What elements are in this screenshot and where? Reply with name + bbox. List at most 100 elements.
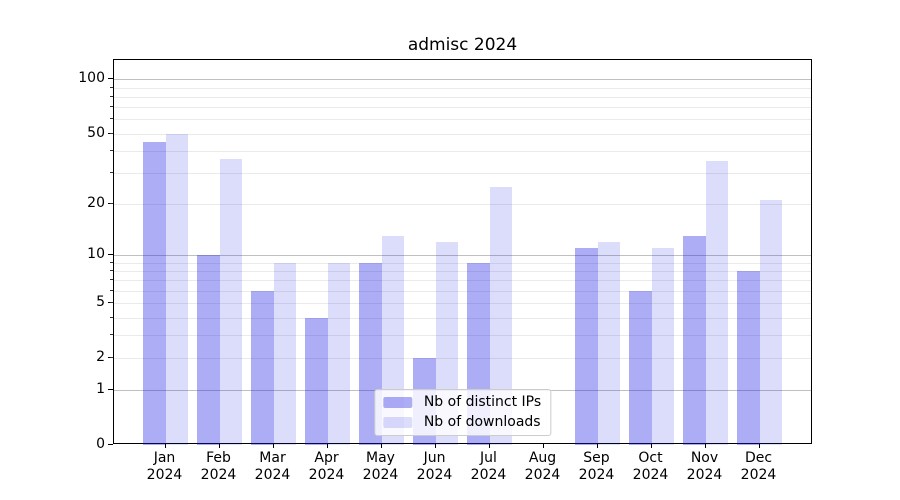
x-tick-year: 2024 bbox=[416, 467, 453, 483]
y-tick-mark bbox=[108, 78, 113, 80]
y-tick-mark bbox=[108, 254, 113, 255]
x-tick-mark bbox=[164, 444, 166, 448]
legend: Nb of distinct IPs Nb of downloads bbox=[373, 389, 552, 436]
y-tick-label-0: 0 bbox=[96, 436, 105, 452]
x-tick-year: 2024 bbox=[524, 467, 561, 483]
y-minor-tick-mark bbox=[110, 316, 113, 318]
minor-gridline bbox=[114, 358, 811, 359]
legend-swatch bbox=[382, 417, 412, 428]
minor-gridline bbox=[114, 280, 811, 282]
major-gridline bbox=[114, 79, 811, 81]
x-tick-mark bbox=[434, 444, 436, 448]
y-minor-tick-mark bbox=[110, 106, 113, 108]
x-tick-year: 2024 bbox=[686, 467, 723, 483]
minor-gridline bbox=[114, 173, 811, 174]
x-tick-mark bbox=[704, 444, 706, 448]
x-tick-label-dec: Dec 2024 bbox=[729, 450, 789, 484]
y-minor-tick-mark bbox=[110, 132, 113, 134]
bar-nb-of-downloads-sep bbox=[597, 241, 620, 445]
x-tick-year: 2024 bbox=[740, 467, 777, 483]
x-tick-month: Sep bbox=[583, 450, 610, 466]
x-tick-month: Jun bbox=[423, 450, 446, 466]
x-tick-month: Mar bbox=[259, 450, 286, 466]
chart-title: admisc 2024 bbox=[407, 35, 518, 55]
major-gridline bbox=[114, 255, 811, 256]
legend-swatch bbox=[382, 397, 412, 408]
y-minor-tick-mark bbox=[110, 86, 113, 88]
x-tick-year: 2024 bbox=[578, 467, 615, 483]
x-tick-mark bbox=[218, 444, 220, 448]
y-tick-label-20: 20 bbox=[87, 194, 105, 211]
x-tick-year: 2024 bbox=[308, 467, 345, 483]
x-tick-year: 2024 bbox=[146, 467, 183, 483]
x-tick-mark bbox=[542, 444, 544, 448]
y-minor-tick-mark bbox=[110, 149, 113, 151]
minor-gridline bbox=[114, 203, 811, 205]
x-tick-month: Nov bbox=[690, 450, 719, 466]
legend-label: Nb of downloads bbox=[423, 414, 541, 430]
x-tick-mark bbox=[380, 444, 382, 448]
x-tick-mark bbox=[650, 444, 652, 448]
x-tick-label-jan: Jan 2024 bbox=[135, 450, 195, 484]
minor-gridline bbox=[114, 133, 811, 135]
x-tick-label-nov: Nov 2024 bbox=[675, 450, 735, 484]
bar-nb-of-distinct-ips-apr bbox=[305, 317, 328, 445]
minor-gridline bbox=[114, 150, 811, 152]
y-tick-label-10: 10 bbox=[87, 246, 105, 262]
plot-area: Nb of distinct IPs Nb of downloads bbox=[113, 59, 812, 445]
minor-gridline bbox=[114, 262, 811, 264]
minor-gridline bbox=[114, 290, 811, 292]
x-tick-label-may: May 2024 bbox=[351, 450, 411, 484]
minor-gridline bbox=[114, 270, 811, 272]
x-tick-year: 2024 bbox=[362, 467, 399, 483]
x-tick-month: Feb bbox=[206, 450, 231, 466]
bar-nb-of-distinct-ips-jan bbox=[143, 141, 166, 445]
x-tick-label-oct: Oct 2024 bbox=[621, 450, 681, 484]
bar-nb-of-distinct-ips-mar bbox=[251, 290, 274, 445]
x-tick-mark bbox=[596, 444, 598, 448]
x-tick-year: 2024 bbox=[632, 467, 669, 483]
y-tick-label-1: 1 bbox=[96, 381, 105, 398]
x-tick-label-feb: Feb 2024 bbox=[189, 450, 249, 484]
x-tick-label-sep: Sep 2024 bbox=[567, 450, 627, 484]
x-tick-mark bbox=[758, 444, 760, 448]
x-tick-month: Dec bbox=[744, 450, 773, 466]
y-minor-tick-mark bbox=[110, 289, 113, 291]
x-tick-mark bbox=[272, 444, 274, 448]
x-tick-mark bbox=[326, 444, 328, 448]
y-minor-tick-mark bbox=[110, 279, 113, 281]
y-minor-tick-mark bbox=[110, 334, 113, 336]
minor-gridline bbox=[114, 335, 811, 337]
y-minor-tick-mark bbox=[110, 261, 113, 263]
minor-gridline bbox=[114, 87, 811, 89]
bar-nb-of-distinct-ips-oct bbox=[629, 290, 652, 445]
bar-nb-of-downloads-mar bbox=[273, 262, 296, 445]
bar-nb-of-downloads-nov bbox=[705, 161, 728, 445]
x-tick-month: Aug bbox=[528, 450, 557, 466]
x-tick-label-mar: Mar 2024 bbox=[243, 450, 303, 484]
bar-nb-of-distinct-ips-feb bbox=[197, 255, 220, 445]
bar-nb-of-downloads-feb bbox=[219, 158, 242, 445]
x-tick-month: Oct bbox=[638, 450, 663, 466]
y-tick-label-50: 50 bbox=[87, 124, 105, 141]
x-tick-label-aug: Aug 2024 bbox=[513, 450, 573, 484]
y-tick-mark bbox=[108, 389, 113, 391]
bar-nb-of-distinct-ips-sep bbox=[575, 248, 598, 445]
y-minor-tick-mark bbox=[110, 172, 113, 173]
minor-gridline bbox=[114, 317, 811, 319]
minor-gridline bbox=[114, 119, 811, 121]
minor-gridline bbox=[114, 96, 811, 98]
y-minor-tick-mark bbox=[110, 302, 113, 304]
y-tick-label-5: 5 bbox=[96, 294, 105, 311]
bar-nb-of-downloads-jan bbox=[165, 133, 188, 445]
bar-nb-of-downloads-dec bbox=[759, 200, 782, 445]
x-tick-month: May bbox=[366, 450, 395, 466]
x-tick-label-jun: Jun 2024 bbox=[405, 450, 465, 484]
legend-item: Nb of distinct IPs bbox=[382, 395, 541, 410]
y-tick-label-2: 2 bbox=[96, 349, 105, 365]
minor-gridline bbox=[114, 303, 811, 305]
x-tick-mark bbox=[488, 444, 490, 448]
minor-gridline bbox=[114, 107, 811, 109]
bar-nb-of-downloads-apr bbox=[327, 262, 350, 445]
